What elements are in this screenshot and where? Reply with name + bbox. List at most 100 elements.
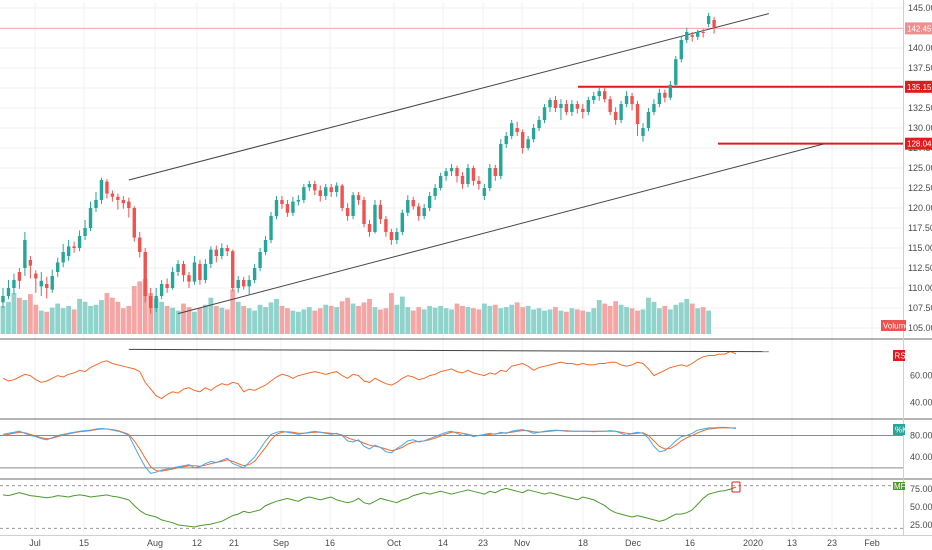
- candle-body[interactable]: [17, 272, 22, 281]
- candle-body[interactable]: [400, 212, 405, 232]
- candle-body[interactable]: [449, 168, 454, 172]
- candle-body[interactable]: [690, 35, 694, 37]
- candle-body[interactable]: [236, 280, 240, 288]
- candle-body[interactable]: [635, 104, 640, 124]
- candle-body[interactable]: [334, 185, 339, 192]
- candle-body[interactable]: [252, 268, 257, 280]
- candle-body[interactable]: [247, 280, 251, 287]
- candle-body[interactable]: [586, 100, 590, 112]
- candle-body[interactable]: [159, 284, 164, 296]
- candle-body[interactable]: [679, 40, 683, 60]
- candle-body[interactable]: [209, 249, 213, 264]
- candle-body[interactable]: [258, 252, 262, 268]
- candle-body[interactable]: [269, 216, 273, 240]
- candle-body[interactable]: [356, 195, 361, 200]
- candle-body[interactable]: [280, 200, 284, 204]
- candle-body[interactable]: [433, 188, 437, 196]
- candle-body[interactable]: [630, 96, 634, 104]
- candle-body[interactable]: [225, 248, 229, 252]
- candle-body[interactable]: [701, 32, 705, 33]
- candle-body[interactable]: [50, 276, 54, 290]
- candle-body[interactable]: [384, 219, 388, 232]
- candle-body[interactable]: [66, 246, 71, 256]
- price-level-tag[interactable]: [905, 80, 932, 93]
- candle-body[interactable]: [274, 200, 279, 216]
- candle-body[interactable]: [34, 273, 38, 279]
- candle-body[interactable]: [296, 200, 301, 202]
- candle-body[interactable]: [192, 262, 197, 282]
- candle-body[interactable]: [624, 96, 629, 104]
- candle-body[interactable]: [575, 104, 580, 109]
- candle-body[interactable]: [313, 184, 317, 191]
- candle-body[interactable]: [548, 100, 552, 108]
- candle-body[interactable]: [477, 180, 481, 184]
- price-level-tag[interactable]: [905, 22, 932, 35]
- candle-body[interactable]: [154, 296, 158, 308]
- candle-body[interactable]: [94, 200, 98, 208]
- candle-body[interactable]: [143, 252, 147, 296]
- candle-body[interactable]: [559, 104, 563, 108]
- candle-body[interactable]: [132, 208, 136, 238]
- candle-body[interactable]: [181, 264, 186, 276]
- candle-body[interactable]: [460, 176, 465, 184]
- candle-body[interactable]: [378, 204, 383, 220]
- candle-body[interactable]: [597, 91, 601, 96]
- candle-body[interactable]: [411, 200, 415, 207]
- candle-body[interactable]: [663, 92, 667, 98]
- candle-body[interactable]: [329, 187, 333, 192]
- candle-body[interactable]: [56, 262, 60, 272]
- candle-body[interactable]: [674, 59, 678, 85]
- candle-body[interactable]: [542, 107, 547, 120]
- candle-body[interactable]: [241, 280, 246, 287]
- candle-body[interactable]: [466, 168, 470, 184]
- candle-body[interactable]: [581, 108, 585, 112]
- candle-body[interactable]: [285, 204, 290, 213]
- candle-body[interactable]: [318, 190, 322, 196]
- candle-body[interactable]: [657, 92, 662, 104]
- candle-body[interactable]: [526, 139, 530, 148]
- candle-body[interactable]: [198, 264, 202, 280]
- candle-body[interactable]: [537, 120, 541, 128]
- candle-body[interactable]: [110, 193, 115, 197]
- candle-body[interactable]: [515, 128, 519, 132]
- candle-body[interactable]: [6, 288, 11, 296]
- candle-body[interactable]: [231, 251, 235, 288]
- candle-body[interactable]: [603, 91, 607, 100]
- candle-body[interactable]: [422, 208, 426, 216]
- candle-body[interactable]: [324, 187, 328, 196]
- mfi-highlight-box[interactable]: [731, 481, 741, 493]
- candle-body[interactable]: [685, 32, 689, 40]
- candle-body[interactable]: [39, 280, 43, 287]
- candle-body[interactable]: [1, 296, 5, 303]
- candle-body[interactable]: [510, 123, 514, 136]
- candle-body[interactable]: [488, 168, 492, 188]
- candle-body[interactable]: [83, 228, 87, 236]
- candle-body[interactable]: [176, 264, 180, 272]
- candle-body[interactable]: [362, 200, 366, 224]
- candle-body[interactable]: [499, 144, 503, 176]
- price-level-tag[interactable]: [905, 137, 932, 150]
- candle-body[interactable]: [148, 296, 153, 308]
- candle-body[interactable]: [105, 181, 109, 194]
- candle-body[interactable]: [12, 280, 16, 288]
- candle-body[interactable]: [531, 128, 536, 140]
- candle-body[interactable]: [165, 284, 169, 288]
- candle-body[interactable]: [706, 16, 711, 24]
- candle-body[interactable]: [214, 249, 219, 256]
- candle-body[interactable]: [695, 32, 700, 37]
- candle-body[interactable]: [493, 168, 497, 176]
- candle-body[interactable]: [570, 104, 574, 112]
- candle-body[interactable]: [482, 188, 487, 196]
- candle-body[interactable]: [608, 99, 612, 112]
- candle-body[interactable]: [138, 237, 142, 252]
- candle-body[interactable]: [220, 248, 224, 256]
- candle-body[interactable]: [438, 176, 443, 188]
- lower-trend-line[interactable]: [177, 143, 824, 315]
- candle-body[interactable]: [641, 128, 645, 136]
- candle-body[interactable]: [116, 196, 120, 200]
- candle-body[interactable]: [28, 260, 33, 266]
- upper-trend-line[interactable]: [128, 13, 769, 181]
- candle-body[interactable]: [427, 196, 432, 208]
